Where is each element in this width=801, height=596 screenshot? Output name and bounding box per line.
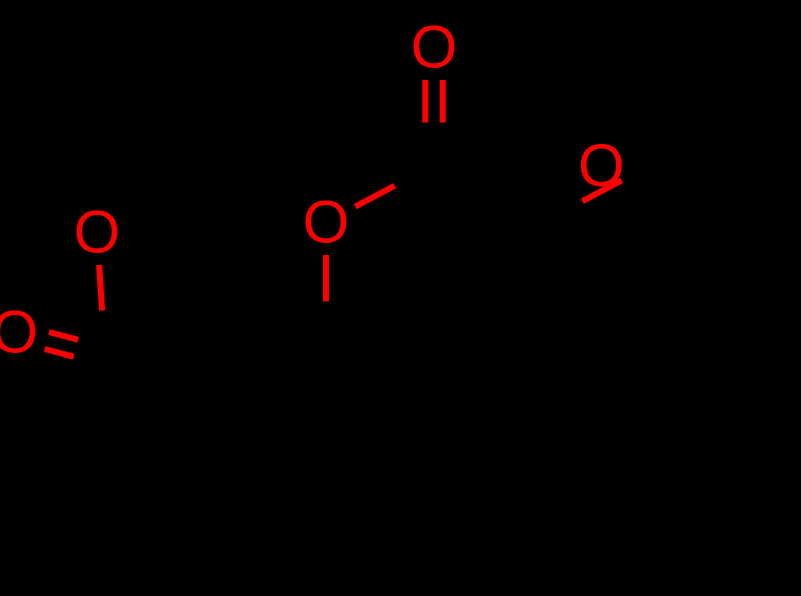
molecule-diagram: OOOOOH xyxy=(0,0,801,596)
atom-label: O xyxy=(74,199,121,266)
atom-label: O xyxy=(303,189,350,256)
atom-label: OH xyxy=(578,132,668,199)
atom-label: O xyxy=(0,299,38,366)
atom-label: O xyxy=(411,14,458,81)
